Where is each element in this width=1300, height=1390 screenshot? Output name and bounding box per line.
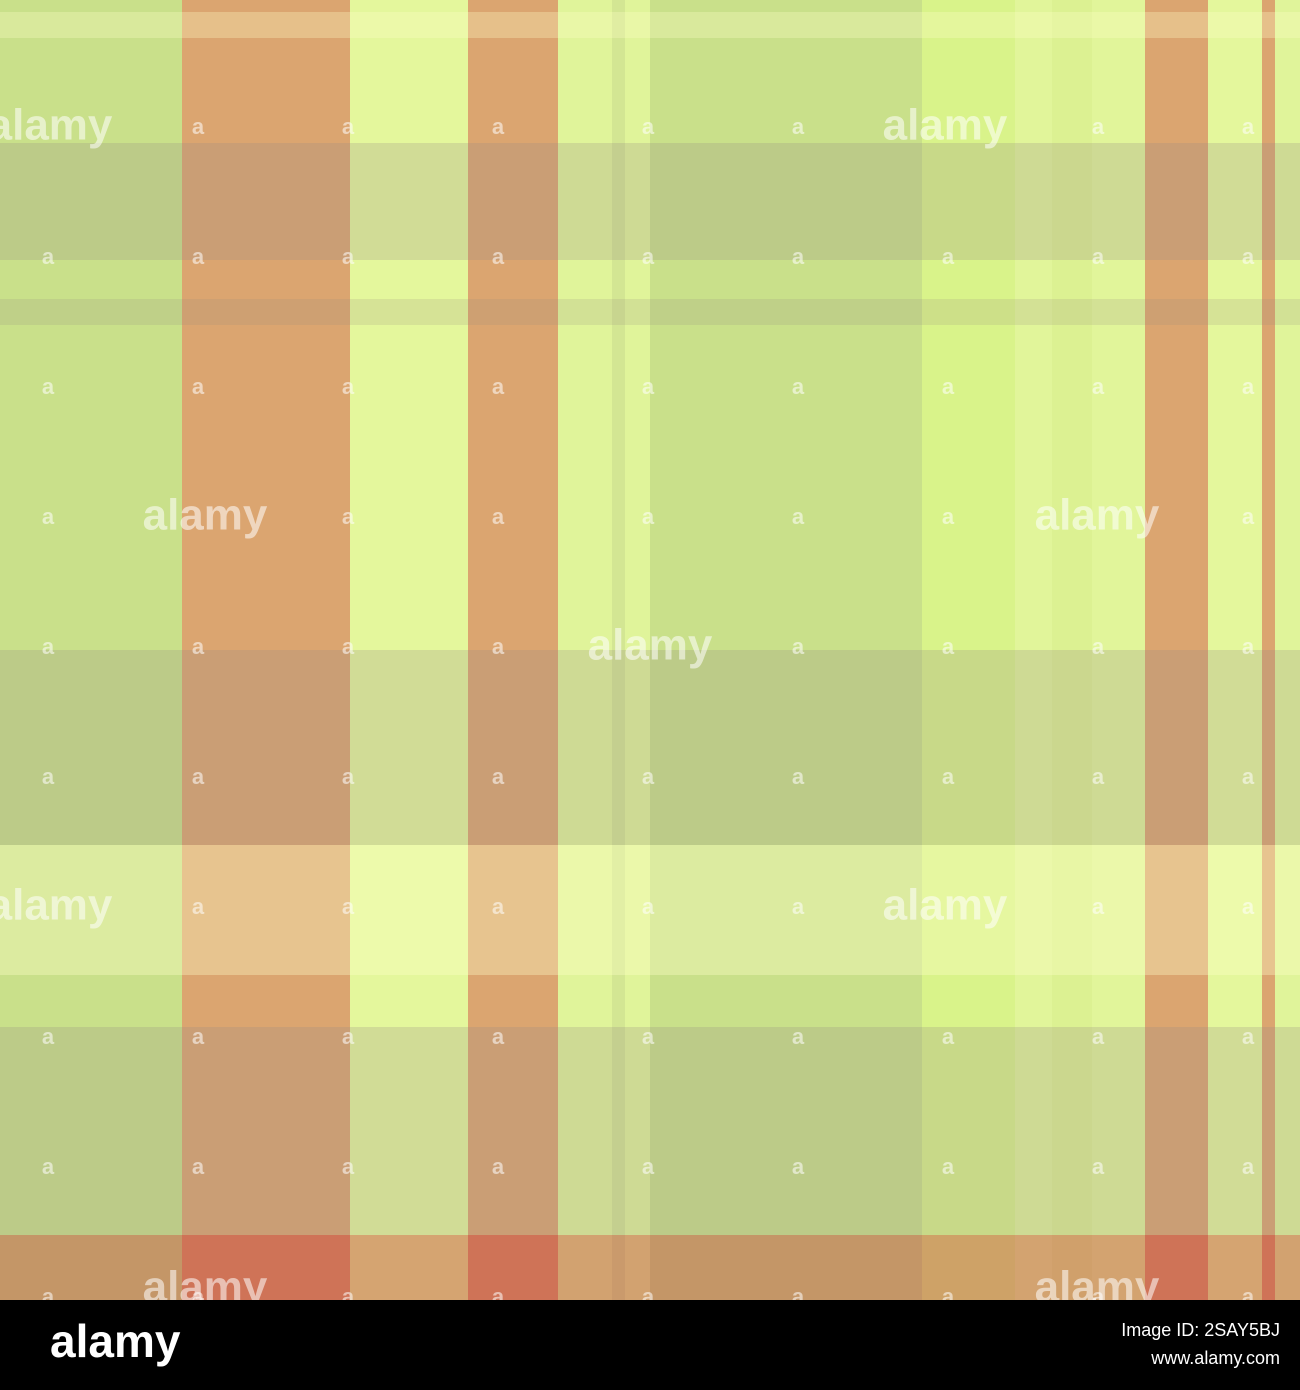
plaid-pattern <box>0 0 1300 1300</box>
watermark-letter: a <box>192 1154 205 1179</box>
watermark-letter: a <box>342 634 355 659</box>
watermark-letter: a <box>642 374 655 399</box>
watermark-letter: a <box>792 764 805 789</box>
watermark-letter: a <box>492 244 505 269</box>
watermark-letter: a <box>1242 1024 1255 1049</box>
watermark-letter: a <box>42 244 55 269</box>
site-url: www.alamy.com <box>1150 1348 1280 1368</box>
watermark-letter: a <box>1242 114 1255 139</box>
watermark-letter: a <box>1242 1154 1255 1179</box>
watermark-letter: a <box>1092 1154 1105 1179</box>
watermark-letter: a <box>192 894 205 919</box>
watermark-letter: a <box>642 504 655 529</box>
watermark-letter: a <box>642 894 655 919</box>
watermark-letter: a <box>342 894 355 919</box>
watermark-letter: a <box>792 894 805 919</box>
watermark-letter: a <box>342 114 355 139</box>
watermark-word: alamy <box>883 101 1008 150</box>
watermark-letter: a <box>1092 764 1105 789</box>
watermark-letter: a <box>492 634 505 659</box>
watermark-word: alamy <box>1035 491 1160 540</box>
watermark-word: alamy <box>143 491 268 540</box>
watermark-letter: a <box>1092 634 1105 659</box>
watermark-letter: a <box>192 114 205 139</box>
watermark-letter: a <box>1242 374 1255 399</box>
watermark-letter: a <box>642 1024 655 1049</box>
watermark-letter: a <box>942 504 955 529</box>
watermark-letter: a <box>342 374 355 399</box>
watermark-letter: a <box>792 244 805 269</box>
watermark-letter: a <box>492 1154 505 1179</box>
watermark-letter: a <box>792 504 805 529</box>
image-id: Image ID: 2SAY5BJ <box>1121 1320 1280 1340</box>
watermark-letter: a <box>42 1154 55 1179</box>
watermark-letter: a <box>1242 894 1255 919</box>
watermark-letter: a <box>42 764 55 789</box>
watermark-letter: a <box>792 634 805 659</box>
watermark-letter: a <box>1242 504 1255 529</box>
watermark-letter: a <box>492 894 505 919</box>
watermark-letter: a <box>1092 114 1105 139</box>
watermark-word: alamy <box>0 101 113 150</box>
watermark-letter: a <box>342 1154 355 1179</box>
watermark-letter: a <box>492 374 505 399</box>
watermark-letter: a <box>792 374 805 399</box>
watermark-letter: a <box>1242 764 1255 789</box>
watermark-letter: a <box>42 374 55 399</box>
watermark-letter: a <box>642 114 655 139</box>
watermark-letter: a <box>642 244 655 269</box>
watermark-letter: a <box>42 634 55 659</box>
watermark-letter: a <box>192 374 205 399</box>
watermark-letter: a <box>192 1024 205 1049</box>
watermark-letter: a <box>192 764 205 789</box>
watermark-letter: a <box>942 1154 955 1179</box>
watermark-word: alamy <box>0 881 113 930</box>
watermark-letter: a <box>492 504 505 529</box>
watermark-letter: a <box>492 114 505 139</box>
watermark-letter: a <box>1242 244 1255 269</box>
watermark-letter: a <box>1092 374 1105 399</box>
watermark-letter: a <box>192 634 205 659</box>
watermark-word: alamy <box>883 881 1008 930</box>
watermark-letter: a <box>42 1024 55 1049</box>
watermark-letter: a <box>342 1024 355 1049</box>
watermark-letter: a <box>492 1024 505 1049</box>
watermark-letter: a <box>942 374 955 399</box>
watermark-word: alamy <box>588 621 713 670</box>
watermark-letter: a <box>792 1024 805 1049</box>
watermark-letter: a <box>792 1154 805 1179</box>
watermark-letter: a <box>1092 244 1105 269</box>
watermark-letter: a <box>42 504 55 529</box>
footer-bar <box>0 1300 1300 1390</box>
watermark-letter: a <box>342 244 355 269</box>
footer-logo: alamy <box>50 1315 181 1367</box>
watermark-letter: a <box>342 764 355 789</box>
watermark-letter: a <box>642 764 655 789</box>
watermark-letter: a <box>1092 894 1105 919</box>
watermark-letter: a <box>942 244 955 269</box>
watermark-letter: a <box>1092 1024 1105 1049</box>
watermark-letter: a <box>792 114 805 139</box>
watermark-letter: a <box>192 244 205 269</box>
watermark-letter: a <box>942 634 955 659</box>
watermark-letter: a <box>1242 634 1255 659</box>
watermark-letter: a <box>642 1154 655 1179</box>
watermark-letter: a <box>492 764 505 789</box>
watermark-letter: a <box>942 1024 955 1049</box>
watermark-letter: a <box>942 764 955 789</box>
watermark-letter: a <box>342 504 355 529</box>
